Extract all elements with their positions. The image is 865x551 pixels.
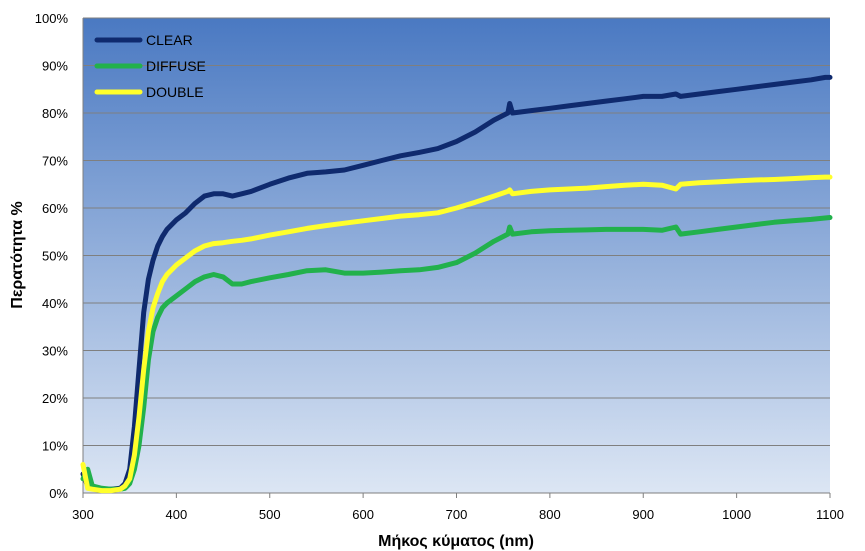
y-tick-label: 60% bbox=[42, 201, 68, 216]
y-tick-label: 10% bbox=[42, 439, 68, 454]
y-tick-label: 40% bbox=[42, 296, 68, 311]
x-tick-label: 700 bbox=[446, 507, 468, 522]
x-tick-label: 600 bbox=[352, 507, 374, 522]
x-tick-label: 800 bbox=[539, 507, 561, 522]
x-tick-label: 300 bbox=[72, 507, 94, 522]
y-tick-label: 30% bbox=[42, 344, 68, 359]
legend-label-clear: CLEAR bbox=[146, 32, 193, 48]
legend-label-diffuse: DIFFUSE bbox=[146, 58, 206, 74]
y-axis-ticks: 0% 10% 20% 30% 40% 50% 60% 70% 80% 90% 100% bbox=[35, 11, 69, 501]
y-tick-label: 50% bbox=[42, 249, 68, 264]
legend-label-double: DOUBLE bbox=[146, 84, 204, 100]
legend: CLEAR DIFFUSE DOUBLE bbox=[94, 32, 206, 100]
x-axis-title: Μήκος κύματος (nm) bbox=[378, 533, 534, 550]
y-tick-label: 80% bbox=[42, 106, 68, 121]
y-axis-title: Περατότητα % bbox=[9, 201, 26, 308]
y-tick-label: 70% bbox=[42, 154, 68, 169]
y-tick-label: 20% bbox=[42, 391, 68, 406]
x-tick-label: 1000 bbox=[722, 507, 751, 522]
gridlines bbox=[82, 17, 830, 494]
x-axis-ticks: 300 400 500 600 700 800 900 1000 1100 bbox=[72, 493, 844, 522]
series-line-diffuse bbox=[80, 215, 833, 492]
x-tick-label: 400 bbox=[166, 507, 188, 522]
series-lines bbox=[80, 74, 833, 494]
series-line-clear bbox=[80, 74, 833, 492]
x-tick-label: 500 bbox=[259, 507, 281, 522]
x-tick-label: 1100 bbox=[816, 507, 844, 522]
series-line-double bbox=[80, 174, 833, 494]
y-tick-label: 90% bbox=[42, 59, 68, 74]
y-tick-label: 100% bbox=[35, 11, 69, 26]
x-tick-label: 900 bbox=[632, 507, 654, 522]
y-tick-label: 0% bbox=[49, 486, 68, 501]
